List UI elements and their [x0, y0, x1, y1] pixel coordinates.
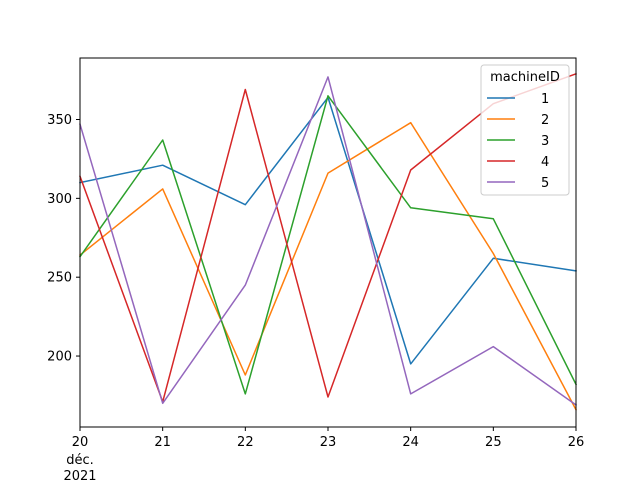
x-sublabel-1: 2021 [63, 469, 96, 480]
y-tick-label-350: 350 [47, 113, 72, 128]
x-tick-label-23: 23 [320, 435, 337, 450]
legend-label-5: 5 [541, 176, 549, 191]
legend-label-1: 1 [541, 92, 549, 107]
legend-label-3: 3 [541, 134, 549, 149]
x-tick-label-24: 24 [402, 435, 419, 450]
x-tick-label-26: 26 [568, 435, 585, 450]
x-tick-label-21: 21 [154, 435, 171, 450]
series-line-5 [79, 76, 578, 406]
y-tick-label-300: 300 [47, 192, 72, 207]
legend-title: machineID [490, 70, 560, 85]
series-line-3 [78, 95, 578, 395]
x-tick-label-25: 25 [485, 435, 502, 450]
legend-label-4: 4 [541, 155, 549, 170]
x-tick-label-22: 22 [237, 435, 254, 450]
y-tick-label-250: 250 [47, 271, 72, 286]
x-sublabel-0: déc. [66, 453, 94, 468]
y-axis: 200 250 300 350 [47, 113, 80, 365]
series-line-2 [78, 121, 578, 411]
legend: machineID 1 2 3 4 5 [480, 64, 570, 196]
y-tick-label-200: 200 [47, 350, 72, 365]
x-tick-label-20: 20 [72, 435, 89, 450]
legend-label-2: 2 [541, 113, 549, 128]
